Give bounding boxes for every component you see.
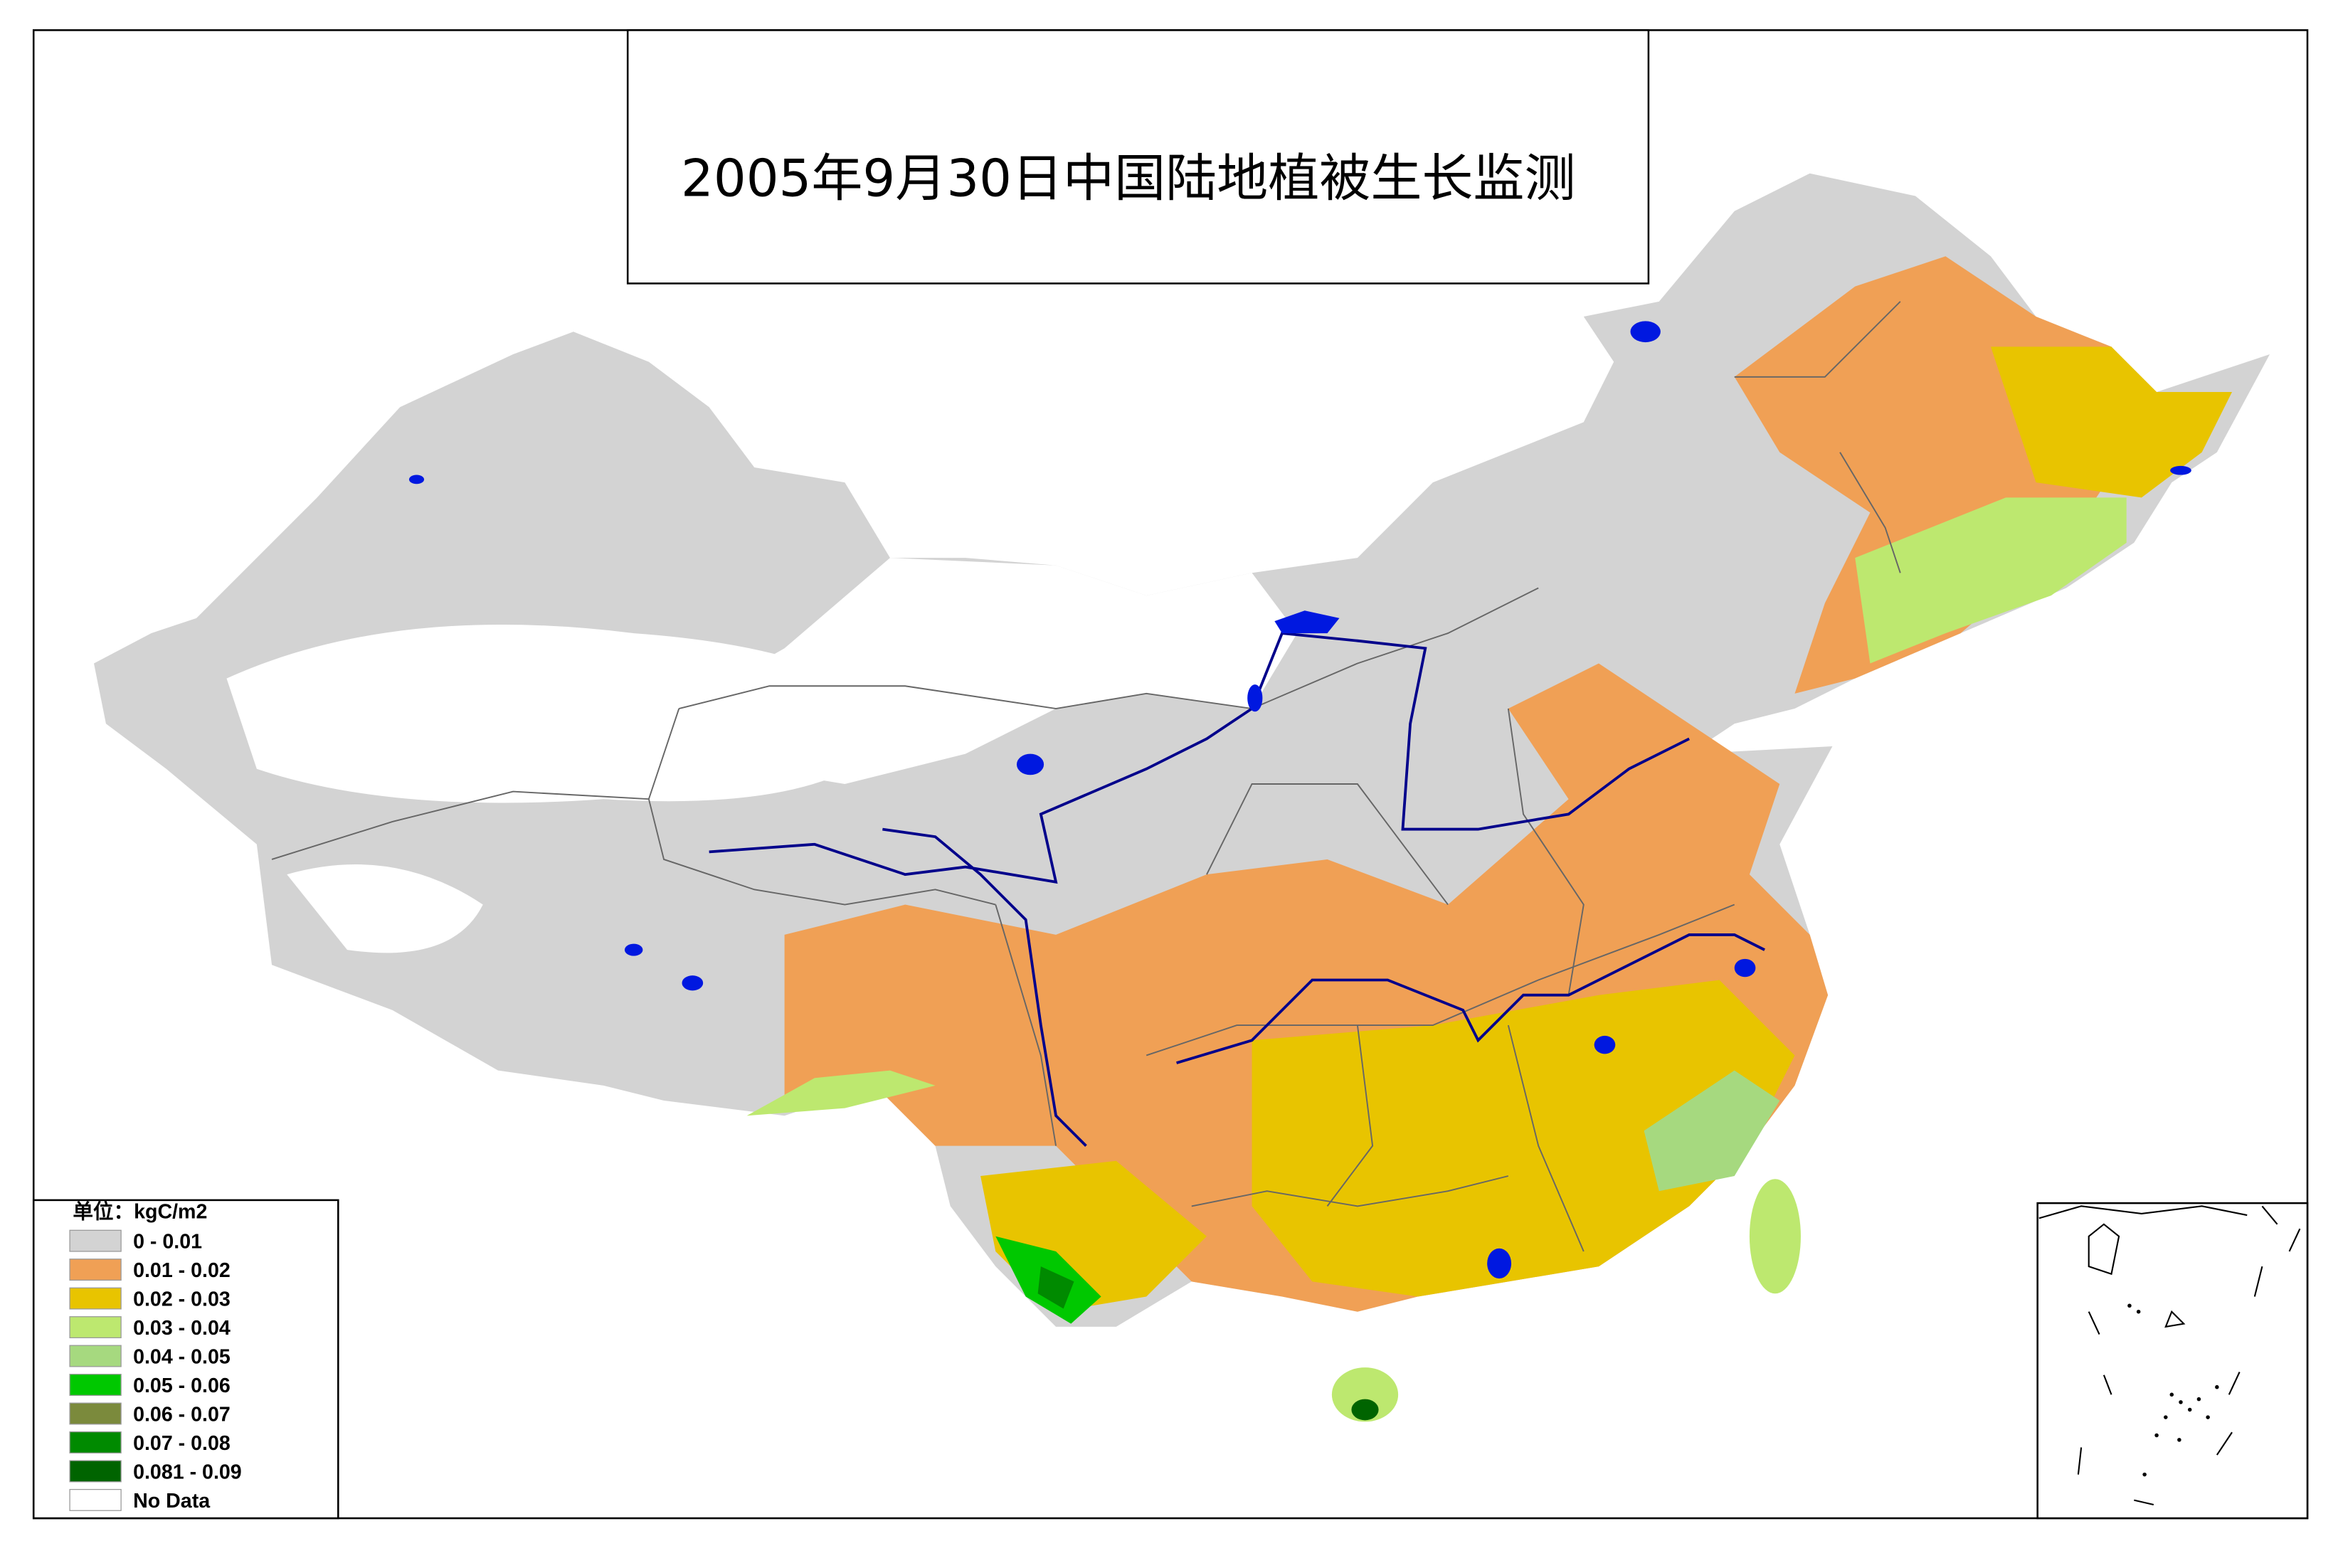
lake <box>624 943 643 956</box>
lake <box>1016 753 1044 775</box>
legend-label: 0.081 - 0.09 <box>133 1461 242 1484</box>
no-data-area <box>226 624 906 803</box>
map-title: 2005年9月30日中国陆地植被生长监测 <box>681 148 1575 208</box>
legend-swatch <box>69 1488 122 1511</box>
lake <box>682 975 704 991</box>
lake <box>2170 465 2191 475</box>
inset-coast <box>2038 1205 2301 1506</box>
legend-label: 0.03 - 0.04 <box>133 1317 231 1340</box>
legend-items: 0 - 0.01 0.01 - 0.02 0.02 - 0.03 0.03 - 0.0… <box>69 1229 242 1513</box>
yangtze-river <box>882 827 1765 1147</box>
vegetation-zone <box>1252 980 1795 1297</box>
legend-swatch <box>69 1460 122 1483</box>
legend-label: No Data <box>133 1490 211 1513</box>
vegetation-zone <box>1037 1266 1074 1309</box>
vegetation-zone <box>1351 1399 1379 1421</box>
legend-swatch <box>69 1374 122 1396</box>
legend-swatch <box>69 1345 122 1367</box>
lake <box>1630 321 1661 343</box>
legend-label: 0.01 - 0.02 <box>133 1259 231 1282</box>
legend-swatch <box>69 1259 122 1281</box>
no-data-area <box>287 864 483 953</box>
hainan <box>1331 1367 1399 1422</box>
lake <box>1734 958 1756 978</box>
taiwan <box>1749 1179 1801 1294</box>
legend-label: 0.07 - 0.08 <box>133 1432 231 1455</box>
legend-label: 0.06 - 0.07 <box>133 1404 231 1426</box>
vegetation-zone <box>1990 346 2233 498</box>
lake <box>1247 684 1263 712</box>
inset-box <box>2036 1202 2309 1520</box>
vegetation-zone <box>746 1070 936 1116</box>
lake <box>408 475 425 484</box>
boundary <box>271 301 1901 1252</box>
vegetation-zone <box>1855 497 2127 664</box>
legend-swatch <box>69 1316 122 1339</box>
legend-title: 单位：kgC/m2 <box>73 1199 207 1223</box>
inset-islands <box>2127 1303 2219 1477</box>
lake <box>1274 610 1340 634</box>
legend-label: 0.05 - 0.06 <box>133 1374 231 1397</box>
yellow-river <box>709 632 1690 884</box>
lake <box>1487 1248 1512 1279</box>
legend-swatch <box>69 1402 122 1425</box>
legend-label: 0.04 - 0.05 <box>133 1346 231 1369</box>
lake <box>1594 1035 1616 1054</box>
no-data-area <box>679 558 1298 784</box>
legend-label: 0 - 0.01 <box>133 1231 202 1254</box>
legend-swatch <box>69 1431 122 1453</box>
vegetation-zone <box>1644 1070 1780 1192</box>
title-box <box>626 29 1650 285</box>
legend-swatch <box>69 1287 122 1310</box>
legend-label: 0.02 - 0.03 <box>133 1288 231 1311</box>
legend-swatch <box>69 1229 122 1252</box>
